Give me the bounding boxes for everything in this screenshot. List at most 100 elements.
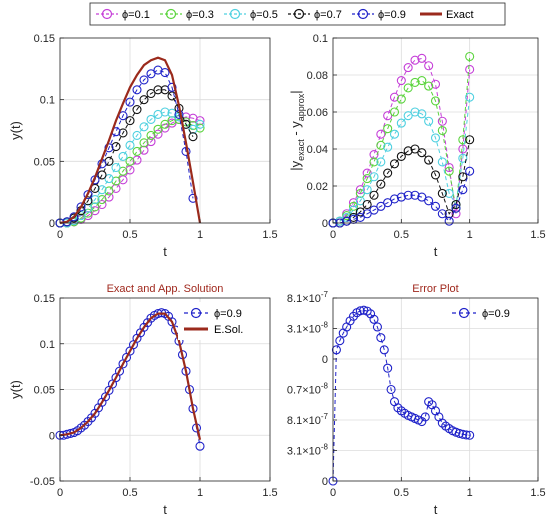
y-label-sub: approx [296, 93, 306, 121]
data-point--0p5 [125, 140, 135, 150]
data-point--0p9 [396, 192, 406, 202]
data-point--0p3 [389, 107, 400, 117]
data-point--0p1 [167, 118, 177, 128]
y-tick-exponent: -7 [321, 290, 329, 299]
data-point--0p9 [461, 430, 471, 440]
y-tick-label: 3.1×10-8 [287, 321, 329, 336]
data-point--0p9 [83, 190, 93, 200]
y-label-part: | [288, 90, 303, 93]
data-point--0p5 [342, 212, 352, 222]
data-point--0p9 [146, 69, 156, 79]
panel-top-left: 0 0.5 1 1.5 0 0.05 0.1 0.15 t y(t) [8, 33, 278, 259]
data-point--0p1 [424, 61, 434, 71]
y-tick-label: -0.05 [30, 476, 55, 488]
series-line--0p5 [60, 111, 201, 224]
y-tick-label: 0.15 [34, 293, 55, 305]
legend-label--0p7: ϕ=0.7 [314, 9, 342, 21]
data-point--0p9 [465, 430, 475, 440]
data-point--0p7 [146, 88, 156, 99]
data-point--0p7 [403, 146, 413, 156]
panel-top-right: 0 0.5 1 1.5 0 0.02 0.04 0.06 0.08 0.1 t |yexact - y… [288, 33, 546, 259]
data-point--0p9 [139, 75, 149, 85]
panel-legend-box [178, 302, 266, 340]
data-point--0p1 [444, 162, 454, 173]
data-point--0p5 [417, 109, 427, 119]
data-point--0p9 [417, 416, 427, 427]
data-point--0p1 [355, 185, 365, 195]
data-point--0p3 [90, 202, 100, 212]
axes-frame [332, 37, 539, 224]
data-point--0p9 [379, 345, 389, 355]
data-point--0p9 [167, 82, 177, 92]
y-tick-label: 0.7×10-8 [287, 382, 329, 397]
data-point--0p9 [132, 85, 142, 95]
data-point--0p3 [153, 124, 163, 134]
data-point--0p9 [420, 412, 430, 422]
data-point--0p5 [403, 111, 413, 121]
legend-label--0p9: ϕ=0.9 [378, 9, 406, 21]
data-point--0p9 [345, 316, 355, 326]
y-tick-label: 0.1 [40, 339, 55, 351]
data-point--0p5 [437, 157, 447, 167]
data-point--0p9 [76, 202, 86, 212]
data-point--0p9 [376, 333, 386, 343]
data-point--0p1 [417, 53, 427, 63]
y-tick-base: 3.1×10 [287, 446, 321, 458]
data-point--0p9 [69, 212, 79, 222]
data-point--0p9 [125, 97, 135, 107]
data-point--0p7 [465, 135, 475, 145]
data-point--0p9 [104, 143, 114, 153]
data-point--0p1 [403, 63, 413, 73]
data-point--0p5 [410, 107, 420, 117]
data-point--0p1 [451, 209, 461, 219]
data-point--0p7 [383, 168, 393, 178]
panel-bottom-right: 0 0.5 1 1.58.1×10-73.1×10-800.7×10-88.1×10-… [287, 283, 546, 517]
data-point--0p9 [417, 192, 427, 202]
data-point--0p9 [451, 203, 461, 213]
data-point--0p3 [160, 119, 170, 129]
data-point--0p5 [104, 174, 114, 184]
y-label-part: |y [288, 160, 303, 170]
y-tick-label: 0.04 [307, 144, 328, 156]
data-point--0p9 [331, 345, 341, 355]
data-point--0p9 [188, 193, 198, 203]
legend-label--0p5: ϕ=0.5 [250, 9, 278, 21]
data-point--0p9 [114, 366, 125, 376]
data-point--0p5 [160, 107, 170, 117]
data-point--0p3 [369, 157, 379, 167]
data-point--0p3 [437, 125, 447, 136]
legend-marker--0p7 [293, 8, 305, 20]
data-point--0p5 [362, 185, 372, 195]
y-tick-exponent: -8 [321, 382, 329, 391]
series-line-exact [59, 56, 202, 225]
data-point--0p5 [97, 185, 107, 195]
panel-legend-label-epsolp: E.Sol. [214, 324, 243, 336]
data-point--0p1 [458, 144, 468, 154]
data-point--0p5 [146, 114, 156, 124]
data-point--0p3 [97, 195, 107, 205]
data-point--0p5 [424, 116, 434, 126]
x-tick-label: 1.5 [262, 229, 277, 241]
y-tick-base: 0.7×10 [287, 385, 321, 397]
data-point--0p5 [90, 195, 100, 205]
data-point--0p1 [430, 79, 441, 89]
x-axis-label: t [163, 244, 167, 259]
x-tick-label: 1 [197, 487, 203, 499]
y-tick-label: 0.08 [307, 70, 328, 82]
data-point--0p5 [369, 172, 379, 182]
data-point--0p7 [437, 188, 447, 198]
data-point--0p7 [424, 155, 434, 165]
data-point--0p9 [430, 201, 441, 211]
data-point--0p1 [146, 137, 156, 147]
data-point--0p5 [167, 108, 177, 118]
data-point--0p5 [444, 188, 454, 198]
y-tick-label: 0 [49, 430, 55, 442]
x-tick-label: 0 [330, 229, 336, 241]
y-tick-exponent: -7 [321, 412, 329, 421]
data-point--0p1 [376, 129, 386, 139]
data-point--0p5 [383, 142, 393, 152]
y-tick-label: 8.1×10-7 [287, 290, 329, 305]
data-point--0p7 [376, 179, 386, 189]
x-tick-label: 0 [57, 229, 63, 241]
